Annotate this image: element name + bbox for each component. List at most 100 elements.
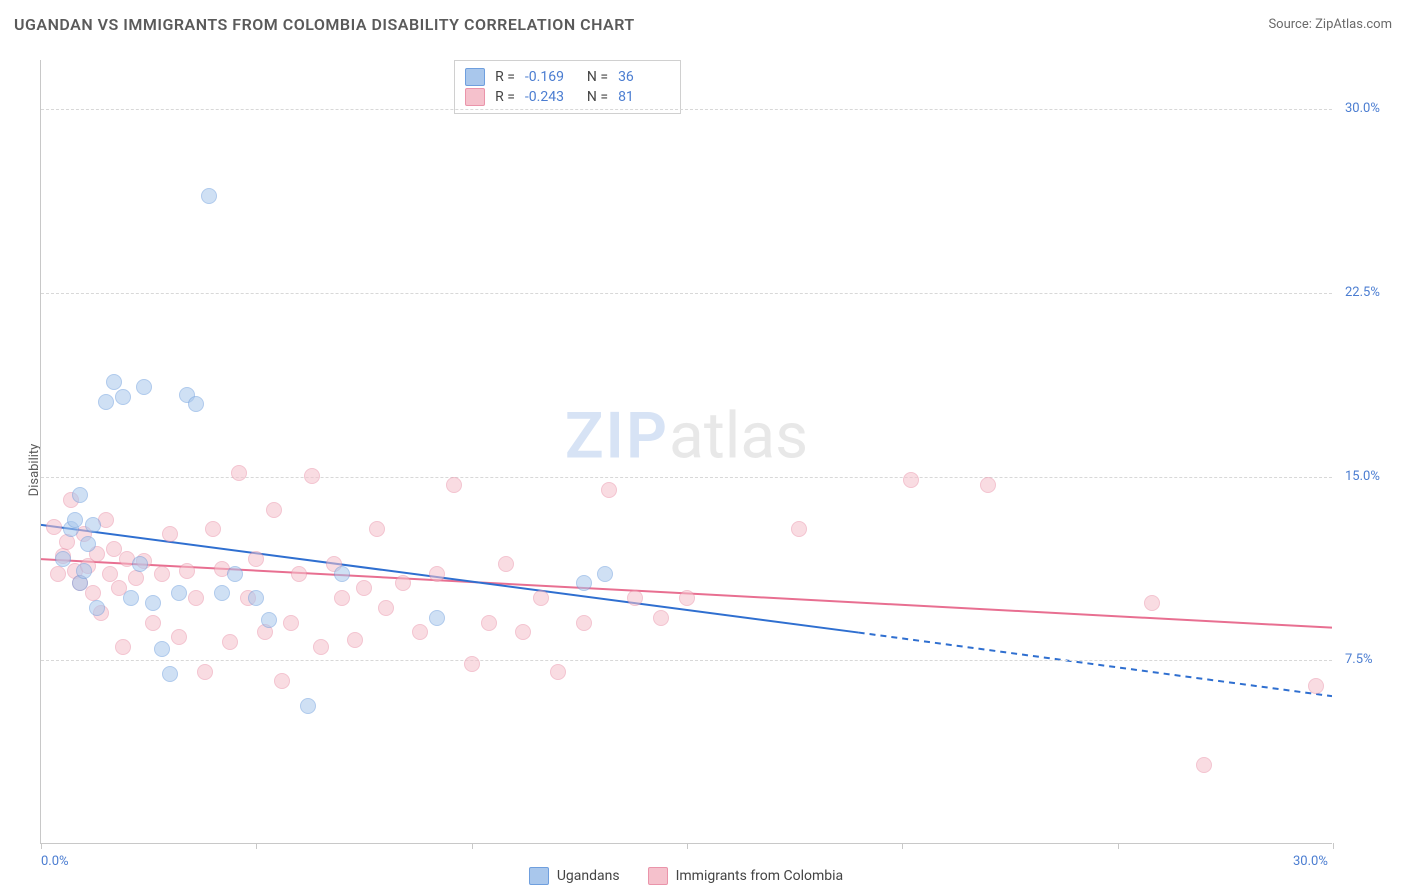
data-point-pink — [347, 632, 363, 648]
header: UGANDAN VS IMMIGRANTS FROM COLOMBIA DISA… — [0, 0, 1406, 48]
r-value: -0.243 — [525, 89, 577, 105]
data-point-pink — [980, 477, 996, 493]
x-tick — [1118, 843, 1119, 849]
data-point-blue — [67, 512, 83, 528]
gridline-h — [41, 660, 1332, 661]
n-value: 36 — [618, 69, 670, 85]
gridline-h — [41, 293, 1332, 294]
data-point-pink — [85, 585, 101, 601]
data-point-pink — [222, 634, 238, 650]
data-point-blue — [429, 610, 445, 626]
data-point-blue — [89, 600, 105, 616]
data-point-pink — [464, 656, 480, 672]
data-point-blue — [76, 563, 92, 579]
data-point-pink — [171, 629, 187, 645]
x-tick — [902, 843, 903, 849]
data-point-pink — [50, 566, 66, 582]
data-point-pink — [498, 556, 514, 572]
data-point-pink — [515, 624, 531, 640]
stats-legend-box: R = -0.169 N = 36R = -0.243 N = 81 — [454, 60, 681, 114]
watermark-zip: ZIP — [565, 398, 669, 473]
data-point-blue — [123, 590, 139, 606]
data-point-pink — [304, 468, 320, 484]
data-point-pink — [679, 590, 695, 606]
series-swatch — [465, 88, 485, 106]
data-point-blue — [85, 517, 101, 533]
stats-row: R = -0.169 N = 36 — [465, 67, 670, 87]
legend-label: Immigrants from Colombia — [676, 868, 844, 884]
r-label: R = — [495, 69, 515, 85]
data-point-pink — [274, 673, 290, 689]
data-point-blue — [597, 566, 613, 582]
data-point-pink — [283, 615, 299, 631]
legend-swatch — [529, 867, 549, 885]
data-point-pink — [102, 566, 118, 582]
data-point-pink — [46, 519, 62, 535]
data-point-blue — [300, 698, 316, 714]
legend-item: Ugandans — [529, 867, 620, 885]
data-point-pink — [653, 610, 669, 626]
y-tick-label: 30.0% — [1345, 101, 1380, 116]
y-tick-label: 22.5% — [1345, 285, 1380, 300]
data-point-pink — [162, 526, 178, 542]
data-point-blue — [214, 585, 230, 601]
data-point-blue — [188, 396, 204, 412]
data-point-blue — [80, 536, 96, 552]
data-point-pink — [197, 664, 213, 680]
data-point-pink — [576, 615, 592, 631]
x-tick — [472, 843, 473, 849]
data-point-pink — [533, 590, 549, 606]
data-point-blue — [145, 595, 161, 611]
data-point-pink — [291, 566, 307, 582]
data-point-pink — [179, 563, 195, 579]
gridline-h — [41, 109, 1332, 110]
data-point-blue — [248, 590, 264, 606]
data-point-pink — [356, 580, 372, 596]
n-label: N = — [587, 69, 608, 85]
data-point-pink — [334, 590, 350, 606]
data-point-pink — [128, 570, 144, 586]
data-point-pink — [188, 590, 204, 606]
data-point-pink — [378, 600, 394, 616]
y-tick-label: 15.0% — [1345, 469, 1380, 484]
data-point-pink — [1308, 678, 1324, 694]
data-point-blue — [106, 374, 122, 390]
data-point-blue — [201, 188, 217, 204]
data-point-blue — [162, 666, 178, 682]
data-point-blue — [171, 585, 187, 601]
data-point-pink — [1196, 757, 1212, 773]
legend: Ugandans Immigrants from Colombia — [40, 860, 1332, 892]
data-point-blue — [227, 566, 243, 582]
x-tick — [1333, 843, 1334, 849]
data-point-pink — [266, 502, 282, 518]
n-label: N = — [587, 89, 608, 105]
data-point-pink — [145, 615, 161, 631]
plot-area: ZIPatlas R =-0.169N =36R =-0.243N =81 7.… — [40, 60, 1332, 844]
data-point-pink — [550, 664, 566, 680]
y-tick-label: 7.5% — [1345, 652, 1373, 667]
data-point-blue — [115, 389, 131, 405]
data-point-pink — [446, 477, 462, 493]
data-point-pink — [395, 575, 411, 591]
r-value: -0.169 — [525, 69, 577, 85]
x-tick — [256, 843, 257, 849]
watermark: ZIPatlas — [565, 398, 808, 473]
chart-title: UGANDAN VS IMMIGRANTS FROM COLOMBIA DISA… — [14, 15, 635, 34]
data-point-pink — [429, 566, 445, 582]
data-point-pink — [115, 639, 131, 655]
data-point-blue — [136, 379, 152, 395]
n-value: 81 — [618, 89, 670, 105]
data-point-pink — [231, 465, 247, 481]
stats-row: R =-0.243N =81 — [465, 87, 670, 107]
data-point-pink — [313, 639, 329, 655]
data-point-pink — [903, 472, 919, 488]
data-point-pink — [248, 551, 264, 567]
chart-container: Disability ZIPatlas R =-0.169N =36R =-0.… — [0, 48, 1406, 892]
trend-line — [859, 633, 1332, 697]
watermark-atlas: atlas — [669, 398, 808, 473]
data-point-blue — [132, 556, 148, 572]
data-point-pink — [369, 521, 385, 537]
data-point-blue — [334, 566, 350, 582]
data-point-pink — [791, 521, 807, 537]
data-point-pink — [154, 566, 170, 582]
